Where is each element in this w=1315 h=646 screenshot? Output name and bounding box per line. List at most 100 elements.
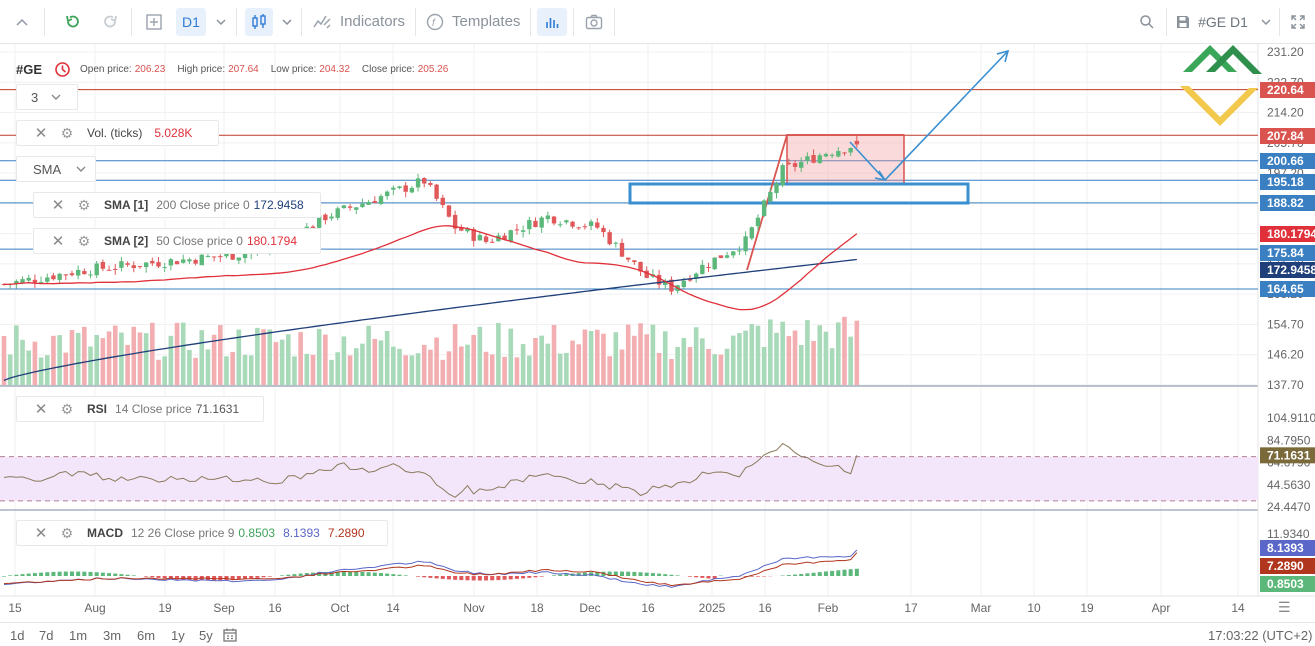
chart-area[interactable]: 231.20222.70214.20205.70197.20188.70180.…	[0, 44, 1315, 622]
macd-histogram-bar	[823, 571, 828, 576]
toolbar-divider	[44, 7, 45, 36]
volume-legend-name: Vol. (ticks)	[87, 126, 143, 140]
chart-type-button[interactable]	[245, 7, 273, 36]
screenshot-button[interactable]	[574, 8, 614, 36]
volume-bar	[780, 321, 785, 385]
macd-histogram-bar	[799, 573, 804, 576]
undo-button[interactable]	[53, 8, 93, 36]
macd-label: 0.8503	[1267, 577, 1304, 591]
volume-bar	[137, 332, 143, 385]
redo-button[interactable]	[93, 8, 127, 36]
save-symbol-button[interactable]	[1172, 8, 1194, 36]
low-label: Low price:	[270, 63, 317, 75]
volume-bar	[724, 348, 730, 385]
macd-histogram-bar	[743, 576, 748, 577]
volume-bar	[774, 332, 779, 385]
search-button[interactable]	[1134, 8, 1160, 36]
period-1y[interactable]: 1y	[171, 628, 185, 643]
volume-bar	[514, 357, 520, 385]
volume-bar	[267, 329, 273, 385]
candle-body	[440, 197, 445, 205]
toolbar-divider	[415, 7, 417, 36]
fullscreen-button[interactable]	[1286, 8, 1310, 36]
layer-select[interactable]: 3	[16, 84, 78, 110]
volume-bar	[533, 337, 538, 385]
candle-body	[687, 278, 693, 281]
candle-body	[514, 229, 520, 231]
rsi-value: 71.1631	[195, 402, 240, 416]
gear-icon[interactable]: ⚙	[60, 400, 74, 417]
gear-icon[interactable]: ⚙	[77, 196, 91, 213]
indicators-button[interactable]: Indicators	[312, 8, 415, 36]
price-tick: 231.20	[1267, 45, 1304, 59]
macd-histogram-bar	[434, 576, 439, 579]
close-icon[interactable]: ✕	[34, 125, 48, 142]
close-icon[interactable]: ✕	[34, 401, 48, 418]
close-icon[interactable]: ✕	[51, 197, 65, 214]
close-icon[interactable]: ✕	[51, 233, 65, 250]
symbol-selector[interactable]: #GE D1	[1198, 14, 1248, 30]
rsi-line	[3, 442, 858, 498]
period-3m[interactable]: 3m	[103, 628, 122, 643]
volume-bar	[125, 344, 130, 385]
price-axis[interactable]: 231.20222.70214.20205.70197.20188.70180.…	[1260, 45, 1315, 615]
volume-bar	[205, 349, 211, 385]
candle-body	[848, 147, 853, 153]
rsi-value-label: 71.1631	[1267, 448, 1311, 462]
period-1m[interactable]: 1m	[69, 628, 88, 643]
chart-canvas[interactable]: 231.20222.70214.20205.70197.20188.70180.…	[0, 44, 1315, 622]
indicator-type-select[interactable]: SMA	[16, 156, 96, 182]
chart-type-dropdown[interactable]	[273, 8, 301, 36]
svg-text:f: f	[432, 18, 436, 29]
candle-body	[459, 227, 464, 231]
candle-body	[174, 261, 180, 265]
gear-icon[interactable]: ⚙	[77, 232, 91, 249]
macd-histogram-bar	[292, 574, 297, 576]
volume-bar	[409, 355, 415, 385]
price-label-bg	[1260, 195, 1315, 211]
add-chart-button[interactable]	[136, 8, 172, 36]
close-icon[interactable]: ✕	[34, 525, 48, 542]
templates-label: Templates	[452, 13, 521, 30]
macd-histogram-bar	[119, 574, 124, 576]
volume-bar	[619, 349, 625, 385]
macd-histogram-bar	[786, 575, 791, 576]
period-5y[interactable]: 5y	[199, 628, 213, 643]
templates-button[interactable]: f Templates	[426, 8, 530, 36]
calendar-icon[interactable]	[222, 627, 238, 646]
clock-alert-icon[interactable]	[54, 60, 72, 78]
period-1d[interactable]: 1d	[10, 628, 25, 643]
add-icon	[146, 13, 162, 30]
period-7d[interactable]: 7d	[39, 628, 54, 643]
volume-toggle-button[interactable]	[537, 7, 568, 36]
volume-bar	[656, 352, 662, 385]
chart-toolbar: D1 Indicators f Templates	[0, 0, 1315, 44]
volume-bar	[384, 330, 390, 385]
volume-bar	[805, 320, 810, 385]
volume-bar	[193, 357, 198, 385]
candle-body	[20, 279, 25, 283]
volume-bar	[242, 354, 248, 385]
timeframe-button[interactable]: D1	[176, 7, 206, 36]
symbol-dropdown[interactable]	[1257, 8, 1275, 36]
gear-icon[interactable]: ⚙	[60, 124, 74, 141]
drawings[interactable]	[628, 134, 970, 271]
timeframe-dropdown[interactable]	[206, 8, 236, 36]
candle-body	[842, 152, 847, 154]
collapse-button[interactable]	[0, 8, 44, 36]
macd-histogram-bar	[428, 576, 433, 578]
period-6m[interactable]: 6m	[137, 628, 156, 643]
resistance-zone	[786, 134, 905, 185]
sma2-legend: ✕ ⚙ SMA [2] 50 Close price 0 180.1794	[33, 228, 321, 254]
candle-body	[508, 230, 513, 242]
gear-icon[interactable]: ⚙	[60, 524, 74, 541]
candle-body	[242, 253, 248, 259]
volume-bar	[564, 352, 569, 385]
time-axis[interactable]: 15 Aug 19 Sep 16 Oct 14 Nov 18 Dec 16 2025 16 Feb 17 Ma…	[8, 601, 1245, 615]
candle-body	[527, 220, 532, 230]
volume-bar	[836, 322, 841, 385]
chevron-down-icon	[51, 94, 61, 100]
drawings-arrows[interactable]	[849, 49, 1010, 182]
grid-lines	[0, 44, 1315, 597]
toolbar-divider	[131, 7, 132, 36]
